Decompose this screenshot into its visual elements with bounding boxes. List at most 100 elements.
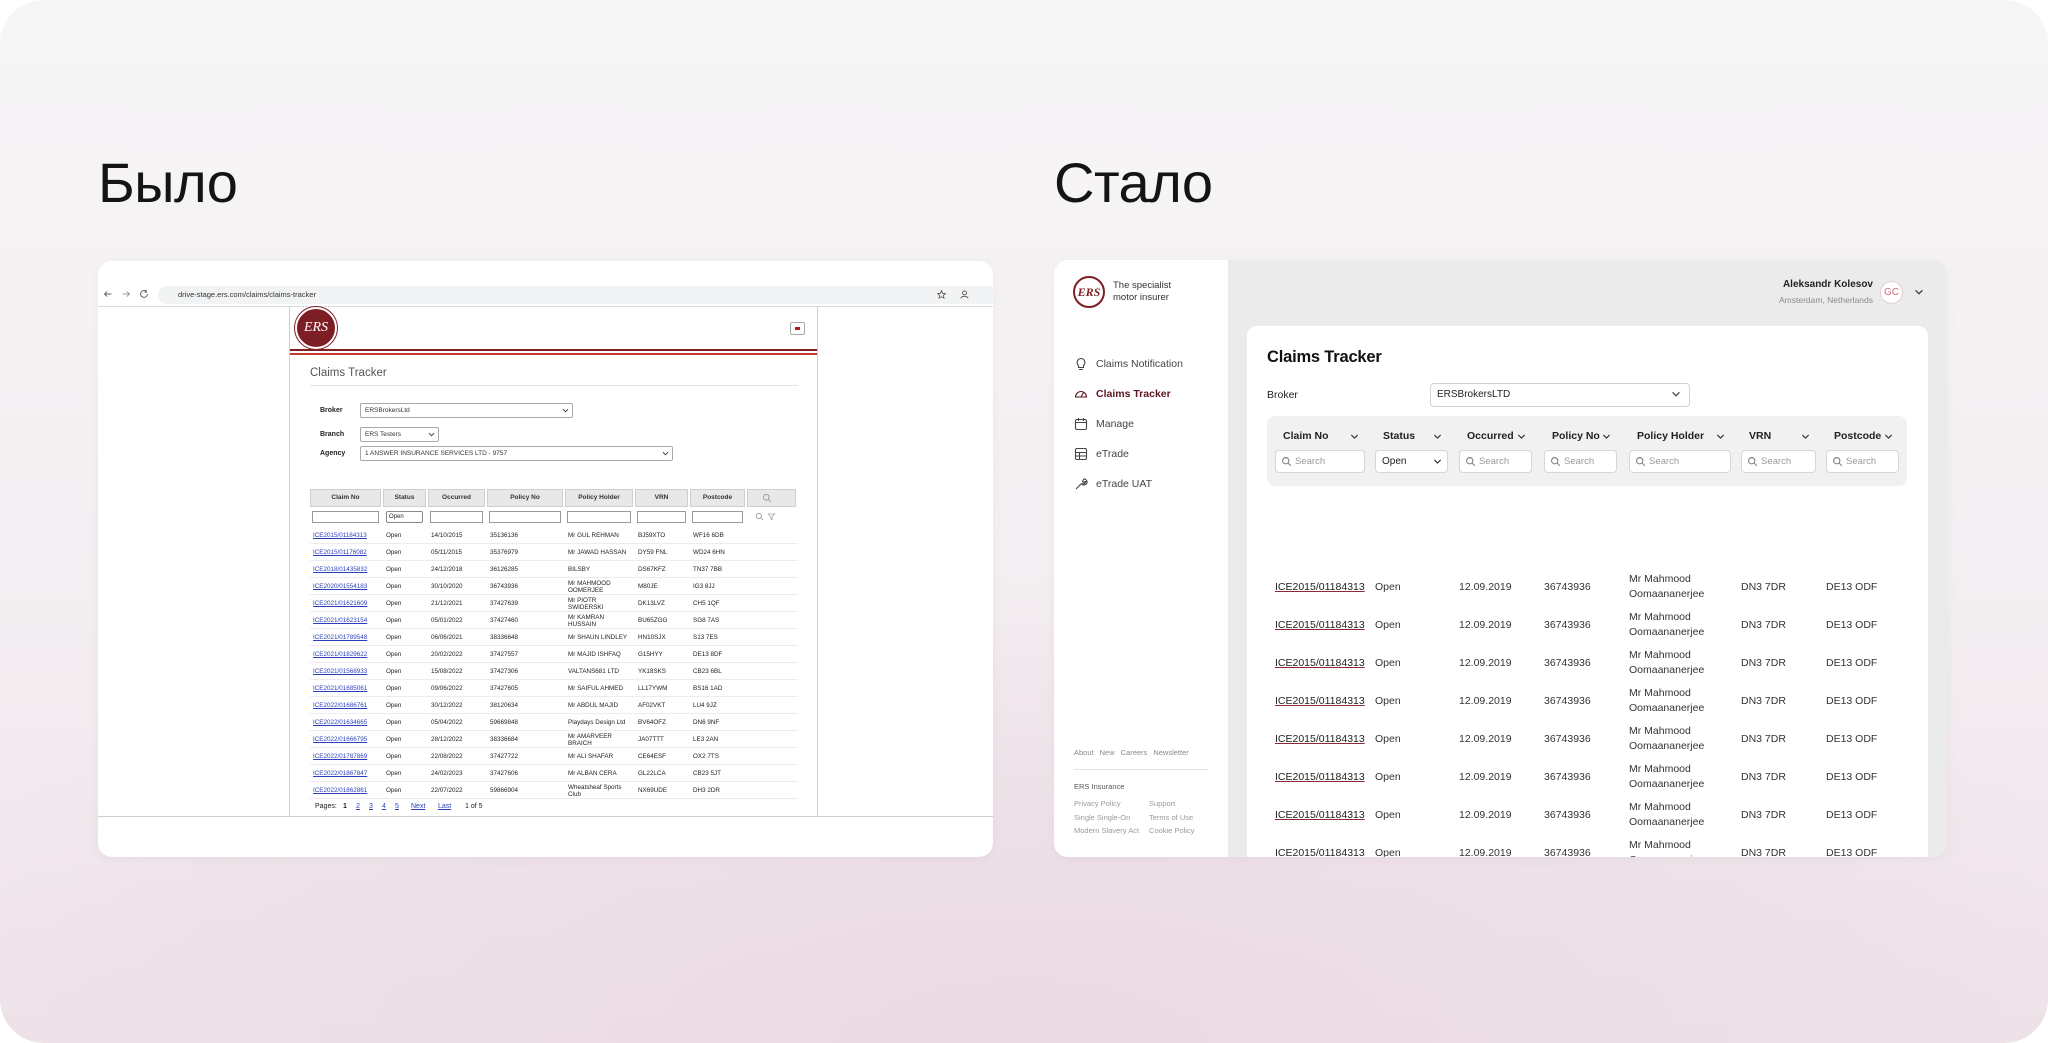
claim-link[interactable]: ICE2015/01184313 xyxy=(1275,809,1365,821)
filter-input[interactable] xyxy=(489,511,561,523)
column-header[interactable]: Claim No xyxy=(1283,430,1329,442)
filter-input[interactable] xyxy=(430,511,483,523)
claim-link[interactable]: ICE2020/01554183 xyxy=(313,583,368,590)
footer-link[interactable]: Careers xyxy=(1120,748,1148,757)
claim-link[interactable]: ICE2021/01829622 xyxy=(313,651,368,658)
claim-link[interactable]: ICE2015/01184313 xyxy=(1275,847,1365,857)
old-logo: ERS xyxy=(295,307,337,349)
column-filter[interactable] xyxy=(1741,450,1816,473)
nav-item[interactable]: eTrade UAT xyxy=(1096,478,1153,490)
nav-item[interactable]: Manage xyxy=(1096,418,1134,430)
sort-arrow xyxy=(1517,434,1526,439)
claim-link[interactable]: ICE2022/01867847 xyxy=(313,770,368,777)
page-link[interactable]: 3 xyxy=(369,803,373,810)
select-arrow-part xyxy=(428,432,435,437)
row-rule xyxy=(310,611,798,612)
last-link[interactable]: Last xyxy=(438,803,452,810)
claim-link[interactable]: ICE2021/01685061 xyxy=(313,685,368,692)
filter-select[interactable] xyxy=(360,403,573,418)
claim-link[interactable]: ICE2015/01184313 xyxy=(1275,695,1365,707)
row-rule xyxy=(310,645,798,646)
column-filter[interactable] xyxy=(1826,450,1899,473)
table-cell: Open xyxy=(386,600,402,607)
legal-link[interactable]: Support xyxy=(1149,799,1176,808)
column-header[interactable]: Policy Holder xyxy=(1637,430,1705,442)
status-filter-value: Open xyxy=(389,514,404,520)
column-filter[interactable] xyxy=(1275,450,1365,473)
legal-link[interactable]: Single Single-On xyxy=(1074,812,1131,822)
claim-link[interactable]: ICE2018/01435832 xyxy=(313,566,368,573)
claim-link[interactable]: ICE2021/01623154 xyxy=(313,617,368,624)
column-header[interactable]: Occurred xyxy=(1467,430,1514,442)
table-cell: Mr Mahmood Oomaananerjee xyxy=(1629,649,1705,676)
filter-label: Broker xyxy=(320,407,343,414)
filter-input[interactable] xyxy=(637,511,686,523)
search-icon xyxy=(1551,457,1561,467)
claim-link[interactable]: ICE2022/01634665 xyxy=(313,719,368,726)
page-link[interactable]: 2 xyxy=(356,803,360,810)
table-cell: DN3 7DR xyxy=(1741,581,1786,593)
filter-select[interactable] xyxy=(360,427,439,442)
nav-item[interactable]: eTrade xyxy=(1096,448,1129,460)
column-filter[interactable] xyxy=(1459,450,1532,473)
status-filter[interactable] xyxy=(386,511,423,523)
column-filter[interactable] xyxy=(1629,450,1731,473)
claim-link[interactable]: ICE2022/01787869 xyxy=(313,753,368,760)
claim-link[interactable]: ICE2021/01621609 xyxy=(313,600,368,607)
footer-link[interactable]: About xyxy=(1074,748,1094,757)
footer-link[interactable]: New xyxy=(1099,748,1115,757)
page-link[interactable]: 4 xyxy=(382,803,386,810)
filter-input[interactable] xyxy=(692,511,743,523)
table-cell: Mr JAWAD HASSAN xyxy=(568,549,627,556)
column-header: Claim No xyxy=(331,494,360,501)
table-cell: Open xyxy=(386,770,402,777)
claim-link[interactable]: ICE2015/01176082 xyxy=(313,549,367,556)
nav-item[interactable]: Claims Tracker xyxy=(1096,388,1171,400)
row-rule xyxy=(310,713,798,714)
claim-link[interactable]: ICE2015/01184313 xyxy=(1275,657,1365,669)
column-header[interactable]: VRN xyxy=(1749,430,1772,442)
filter-select[interactable] xyxy=(360,446,673,461)
page-frame xyxy=(289,307,818,817)
menu-button-bar xyxy=(795,327,800,330)
filter-input[interactable] xyxy=(567,511,631,523)
footer-link[interactable]: Newsletter xyxy=(1153,748,1189,757)
column-header[interactable]: Postcode xyxy=(1834,430,1882,442)
column-header[interactable]: Policy No xyxy=(1552,430,1600,442)
claim-link[interactable]: ICE2022/01666795 xyxy=(313,736,368,743)
table-cell: CE64ESF xyxy=(638,753,666,760)
filter-select[interactable] xyxy=(1430,383,1690,407)
claim-link[interactable]: ICE2021/01789548 xyxy=(313,634,368,641)
page-link[interactable]: 1 xyxy=(343,803,347,810)
claim-link[interactable]: ICE2015/01184313 xyxy=(1275,619,1365,631)
claim-link[interactable]: ICE2022/01686761 xyxy=(313,702,368,709)
search-icon-part xyxy=(1833,457,1841,465)
claim-link[interactable]: ICE2022/01862861 xyxy=(313,787,368,794)
search-icon-part xyxy=(1282,457,1290,465)
claim-link[interactable]: ICE2015/01184313 xyxy=(1275,733,1365,745)
column-filter[interactable] xyxy=(1544,450,1617,473)
claim-link[interactable]: ICE2021/01568933 xyxy=(313,668,368,675)
claim-link[interactable]: ICE2015/01184313 xyxy=(313,532,367,539)
column-filter[interactable] xyxy=(1375,450,1448,473)
select-arrow-part xyxy=(562,408,569,413)
column-header[interactable]: Status xyxy=(1383,430,1416,442)
row-rule xyxy=(310,747,798,748)
nav-item[interactable]: Claims Notification xyxy=(1096,358,1183,370)
avatar[interactable]: GC xyxy=(1880,281,1903,304)
table-cell: Open xyxy=(1375,657,1401,669)
table-cell: 36126285 xyxy=(490,566,519,573)
page-link[interactable]: 5 xyxy=(395,803,399,810)
row-rule xyxy=(310,798,798,799)
next-link[interactable]: Next xyxy=(411,803,426,810)
legal-link[interactable]: Modern Slavery Act xyxy=(1074,826,1140,835)
legal-link[interactable]: Privacy Policy xyxy=(1074,799,1121,808)
filter-input[interactable] xyxy=(312,511,379,523)
legal-link[interactable]: Terms of Use xyxy=(1149,812,1194,822)
user-name: Aleksandr Kolesov xyxy=(1782,279,1873,290)
table-cell: DN3 7DR xyxy=(1741,847,1786,857)
claim-link[interactable]: ICE2015/01184313 xyxy=(1275,581,1365,593)
claim-link[interactable]: ICE2015/01184313 xyxy=(1275,771,1365,783)
nav-icon-part xyxy=(1074,447,1088,461)
legal-link[interactable]: Cookie Policy xyxy=(1149,826,1195,835)
